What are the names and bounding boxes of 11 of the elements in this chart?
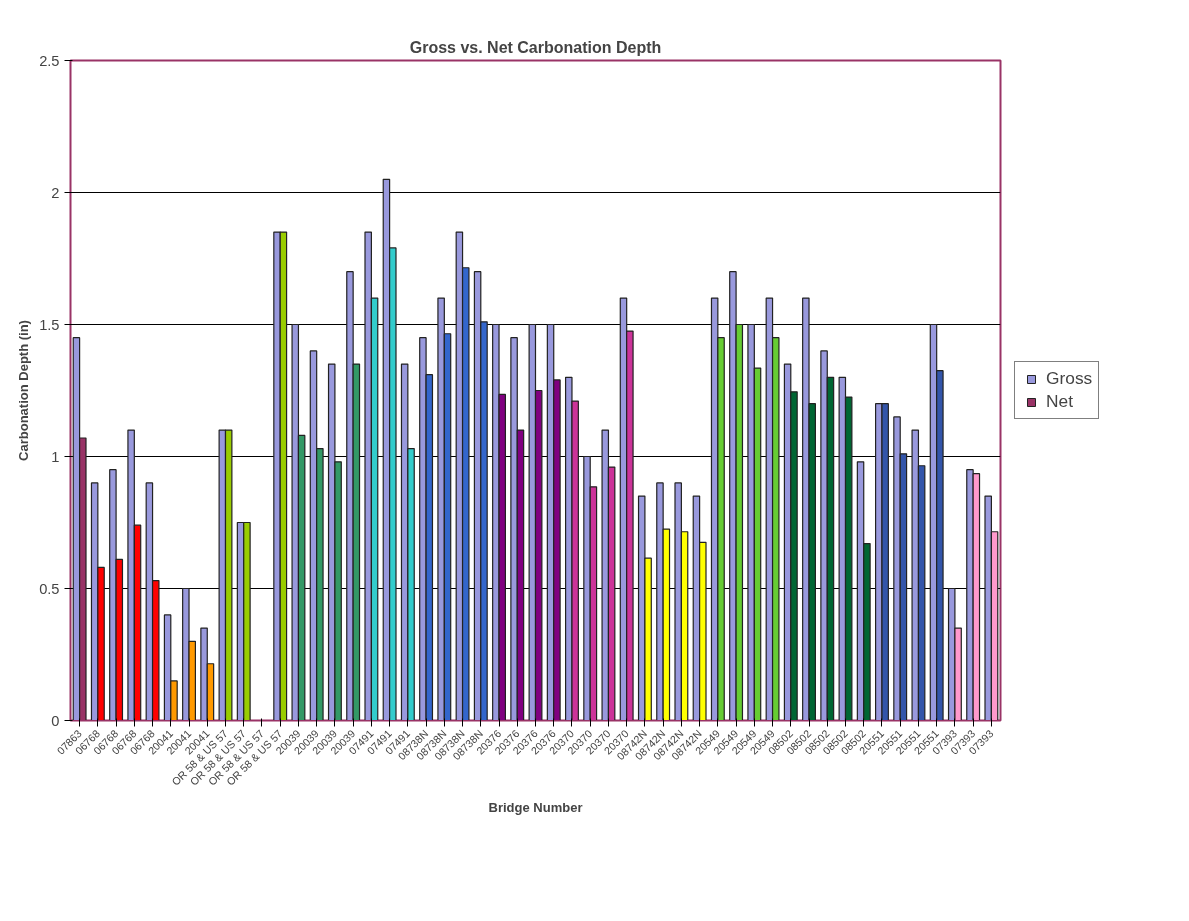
y-tick-label: 0.5 xyxy=(39,580,60,597)
y-tick-label: 1 xyxy=(51,448,60,465)
legend-label: Net xyxy=(1046,391,1073,412)
legend-label: Gross xyxy=(1046,368,1093,389)
y-tick-label: 0 xyxy=(51,712,60,729)
y-tick-label: 1.5 xyxy=(39,316,60,333)
y-axis-title: Carbonation Depth (in) xyxy=(16,320,32,461)
x-axis-title: Bridge Number xyxy=(488,799,583,815)
y-tick-label: 2.5 xyxy=(39,52,60,69)
y-tick-label: 2 xyxy=(51,184,60,201)
chart-title: Gross vs. Net Carbonation Depth xyxy=(409,38,662,56)
